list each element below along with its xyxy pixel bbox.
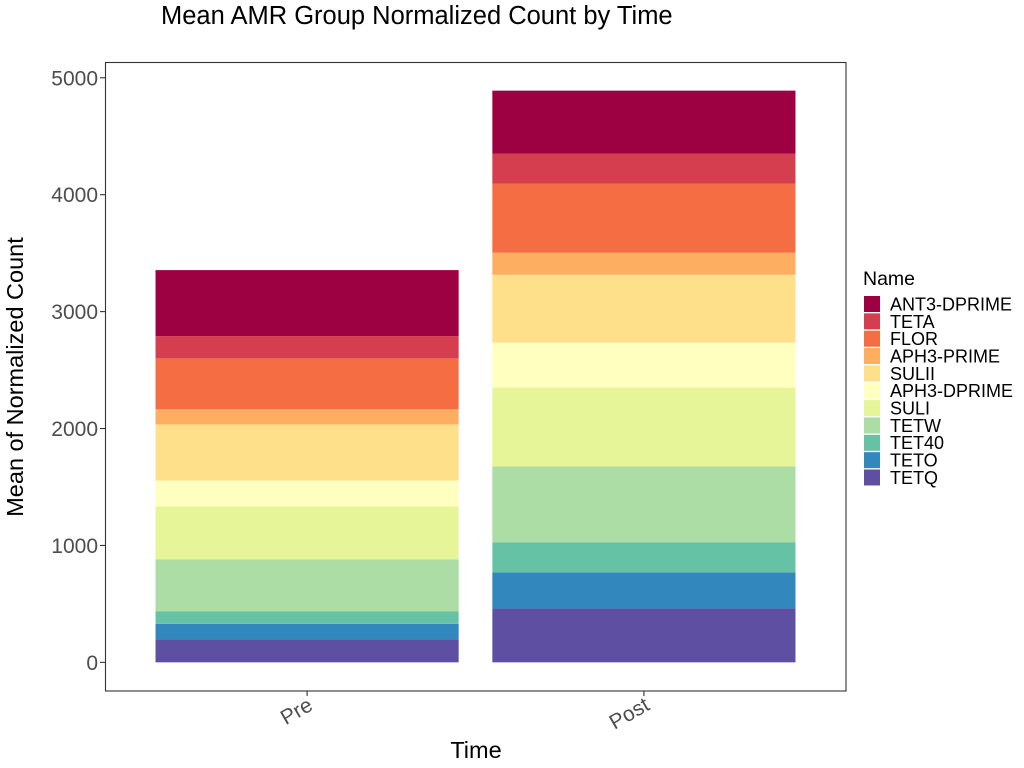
y-tick-label: 1000: [51, 535, 98, 558]
bar-segment-post-teto: [492, 572, 796, 609]
legend-label-tetw: TETW: [890, 416, 941, 436]
legend-key-tetq: [864, 469, 880, 486]
legend: Name ANT3-DPRIMETETAFLORAPH3-PRIMESULIIA…: [863, 268, 1013, 488]
chart-title: Mean AMR Group Normalized Count by Time: [161, 2, 673, 30]
legend-key-teto: [864, 452, 880, 469]
bar-layer: [155, 90, 796, 663]
y-tick-label: 5000: [51, 67, 98, 90]
bar-segment-post-sulii: [492, 274, 796, 343]
bar-segment-post-flor: [492, 183, 796, 253]
legend-key-suli: [864, 400, 880, 417]
bar-segment-pre-teta: [155, 336, 459, 359]
bar-segment-pre-tetw: [155, 559, 459, 612]
bar-segment-post-teta: [492, 153, 796, 184]
panel-border: [104, 61, 847, 692]
legend-label-suli: SULI: [890, 399, 930, 419]
bar-segment-post-tetw: [492, 466, 796, 543]
bar-segment-pre-tet40: [155, 611, 459, 624]
legend-key-teta: [864, 313, 880, 330]
bar-segment-pre-teto: [155, 623, 459, 640]
legend-key-tet40: [864, 434, 880, 451]
y-tick-label: 3000: [51, 301, 98, 324]
bar-segment-pre-aph3-prime: [155, 409, 459, 425]
bar-segment-pre-suli: [155, 506, 459, 560]
legend-label-ant3-dprime: ANT3-DPRIME: [890, 294, 1012, 314]
legend-label-aph3-prime: APH3-PRIME: [890, 346, 1000, 366]
legend-label-teto: TETO: [890, 451, 938, 471]
y-tick-label: 4000: [51, 184, 98, 207]
legend-title: Name: [863, 268, 915, 290]
legend-key-aph3-prime: [864, 348, 880, 365]
legend-label-teta: TETA: [890, 312, 935, 332]
bar-segment-pre-tetq: [155, 639, 459, 663]
y-axis: 0 1000 2000 3000 4000 5000: [51, 67, 105, 675]
bar-segment-post-ant3-dprime: [492, 90, 796, 154]
bar-segment-pre-sulii: [155, 424, 459, 481]
bar-segment-pre-ant3-dprime: [155, 270, 459, 337]
x-axis-title: Time: [450, 737, 501, 763]
legend-key-ant3-dprime: [864, 296, 880, 312]
legend-key-aph3-dprime: [864, 382, 880, 399]
legend-key-flor: [864, 330, 880, 347]
legend-label-tet40: TET40: [890, 433, 944, 453]
legend-label-aph3-dprime: APH3-DPRIME: [890, 381, 1013, 401]
bar-segment-pre-aph3-dprime: [155, 480, 459, 507]
y-axis-title: Mean of Normalized Count: [2, 237, 28, 517]
y-tick-label: 0: [86, 652, 98, 675]
legend-label-flor: FLOR: [890, 329, 938, 349]
bar-segment-post-tet40: [492, 542, 796, 573]
y-tick-label: 2000: [51, 418, 98, 441]
bar-segment-post-aph3-dprime: [492, 342, 796, 388]
bar-segment-post-aph3-prime: [492, 252, 796, 275]
legend-label-sulii: SULII: [890, 364, 935, 384]
legend-key-sulii: [864, 365, 880, 382]
legend-label-tetq: TETQ: [890, 468, 938, 488]
legend-key-tetw: [864, 417, 880, 434]
bar-segment-pre-flor: [155, 358, 459, 410]
bar-segment-post-tetq: [492, 608, 796, 663]
bar-segment-post-suli: [492, 387, 796, 467]
